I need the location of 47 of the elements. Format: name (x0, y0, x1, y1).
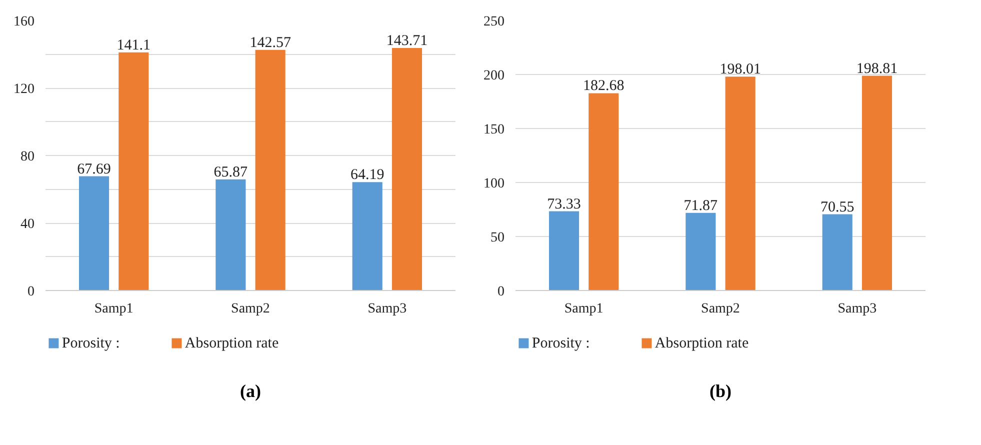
legend-label: Absorption rate (654, 335, 749, 352)
y-tick-label: 100 (484, 176, 504, 192)
y-tick-label: 80 (20, 150, 34, 164)
bar (548, 211, 580, 290)
bar (588, 93, 619, 290)
x-tick-label: Samp2 (701, 302, 740, 316)
bar (216, 179, 246, 290)
data-label: 71.87 (684, 198, 718, 214)
data-label: 142.57 (250, 34, 292, 51)
data-label: 65.87 (214, 164, 248, 180)
bar (118, 52, 149, 290)
y-tick-label: 250 (484, 14, 504, 30)
x-tick-label: Samp1 (94, 302, 134, 316)
x-tick-label: Samp2 (231, 302, 270, 316)
bar (352, 182, 382, 290)
x-tick-label: Samp1 (564, 302, 604, 316)
legend-label: Porosity : (532, 335, 590, 352)
text: (a) (240, 380, 262, 401)
bar (78, 176, 110, 290)
data-label: 198.01 (720, 62, 761, 78)
data-label: 64.19 (350, 167, 384, 184)
data-label: 182.68 (583, 78, 624, 94)
data-label: 141.1 (116, 37, 151, 54)
bar (686, 212, 716, 290)
y-tick-label: 120 (14, 82, 34, 97)
data-label: 67.69 (77, 161, 111, 178)
legend-label: Porosity : (62, 335, 120, 352)
bar (822, 214, 852, 290)
bar (725, 76, 756, 290)
y-tick-label: 50 (490, 230, 504, 246)
y-tick-label: 150 (484, 122, 504, 138)
y-tick-label: 160 (14, 14, 34, 30)
y-tick-label: 200 (484, 68, 504, 84)
legend-label: Absorption rate (184, 335, 279, 352)
data-label: 198.81 (856, 60, 898, 77)
data-label: 143.71 (386, 32, 428, 49)
y-tick-label: 0 (498, 284, 504, 300)
data-label: 70.55 (820, 199, 854, 216)
bar (862, 76, 892, 290)
data-label: 73.33 (547, 196, 581, 212)
y-tick-label: 0 (28, 284, 34, 300)
y-tick-label: 40 (20, 217, 34, 232)
bar (255, 50, 286, 290)
x-tick-label: Samp3 (368, 302, 407, 316)
text: (b) (710, 380, 732, 401)
x-tick-label: Samp3 (838, 302, 877, 316)
bar (392, 48, 422, 290)
